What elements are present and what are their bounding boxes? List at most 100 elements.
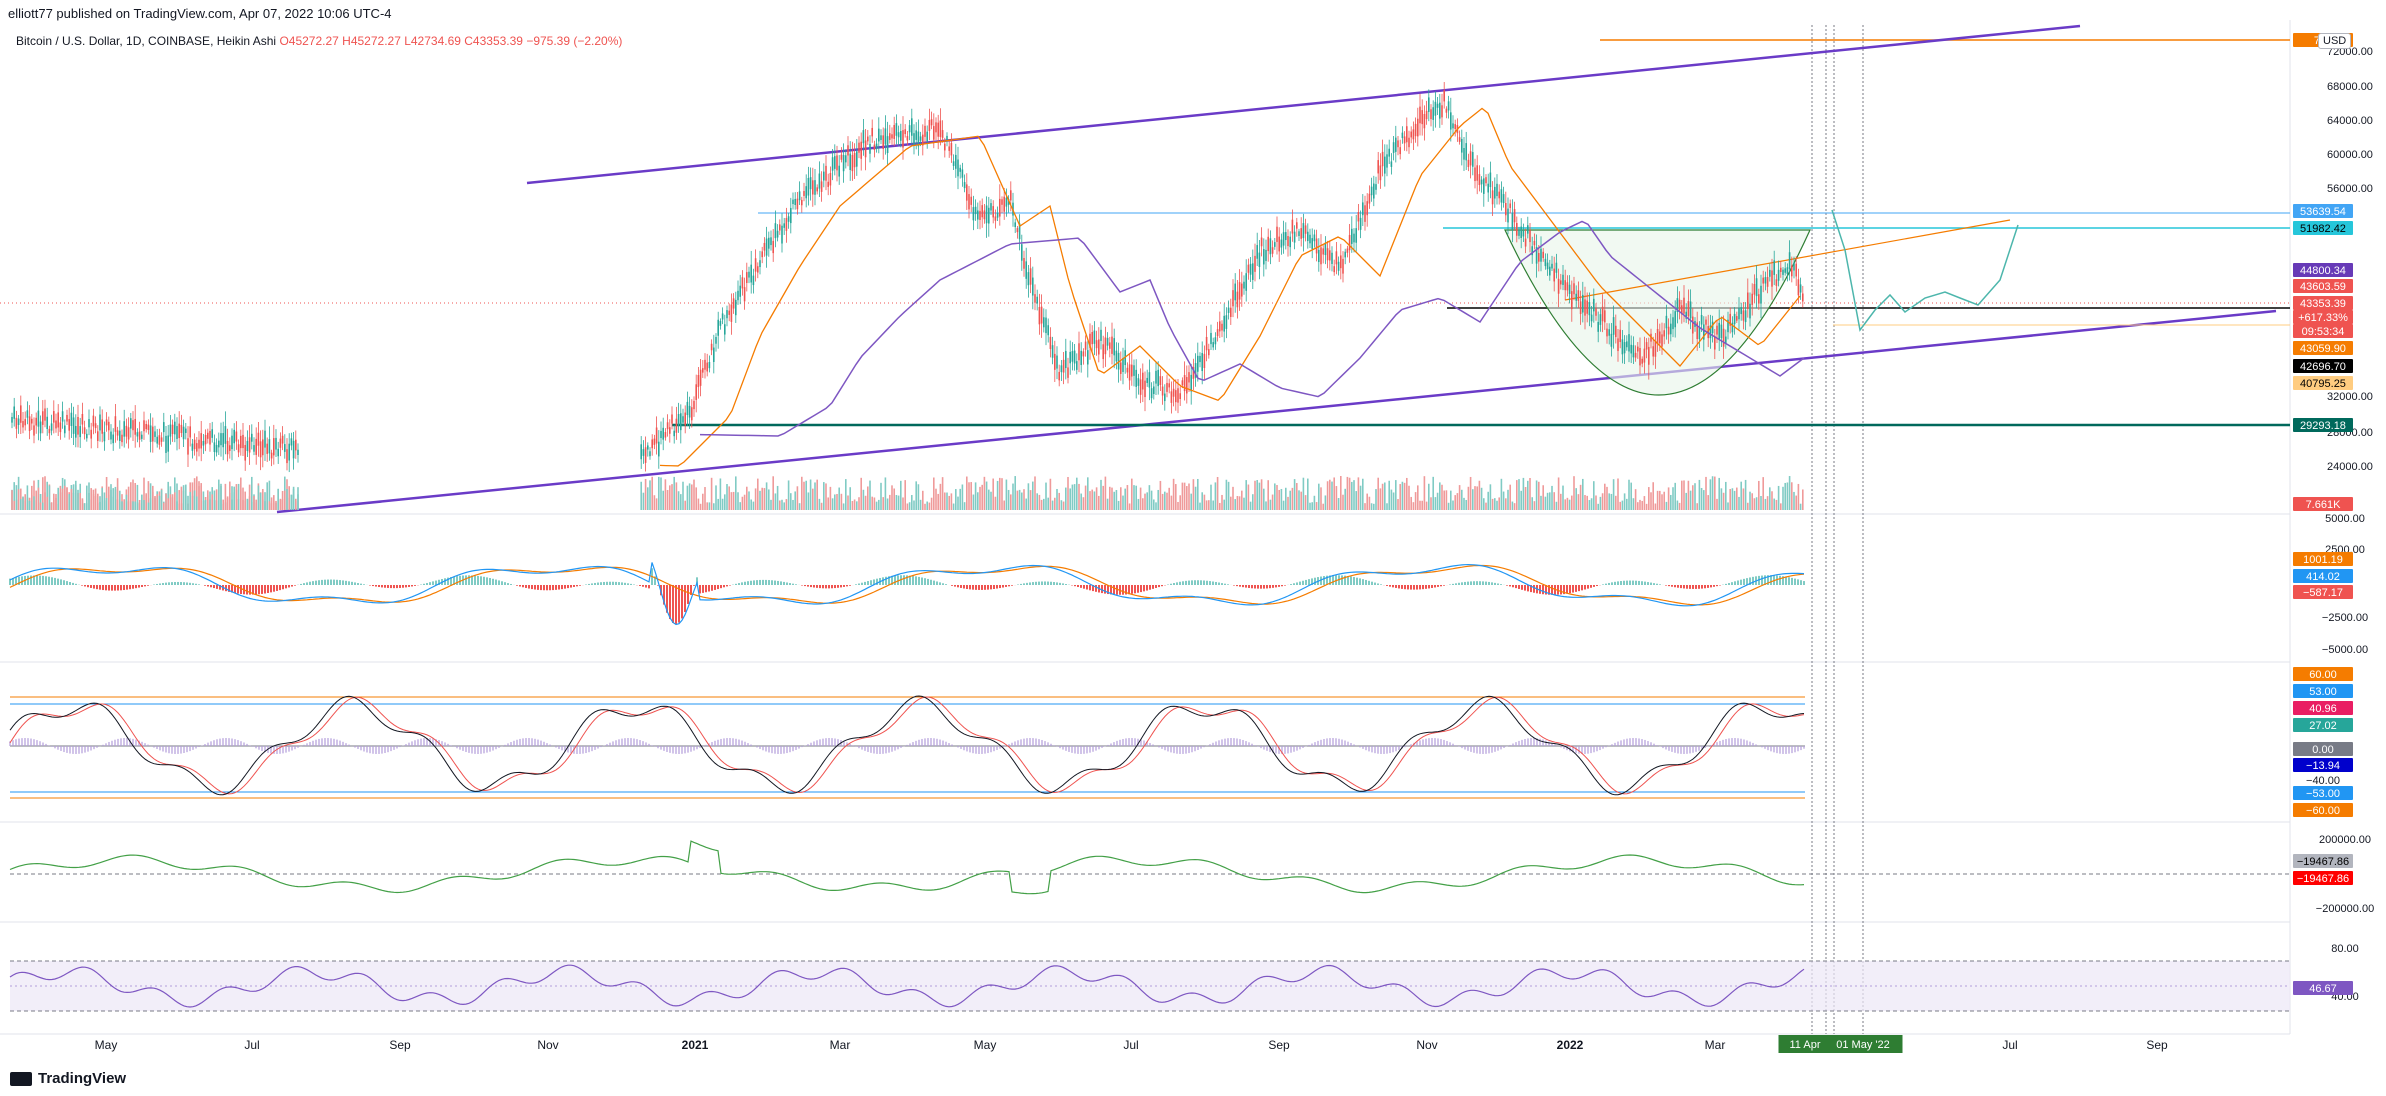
time-tick-label: Jul [1123, 1038, 1138, 1052]
macd-pane[interactable] [9, 562, 1805, 626]
price-badge [2293, 871, 2353, 885]
symbol-legend: Bitcoin / U.S. Dollar, 1D, COINBASE, Hei… [16, 34, 622, 48]
time-tick-label: Mar [1705, 1038, 1726, 1052]
candles-series[interactable] [11, 82, 1804, 473]
time-badge [1823, 1035, 1903, 1053]
price-badge [2293, 585, 2353, 599]
price-badge-label: 27.02 [2309, 720, 2337, 732]
price-badge [2293, 667, 2353, 681]
time-tick-label: Sep [1268, 1038, 1290, 1052]
time-tick-label: Sep [2146, 1038, 2168, 1052]
stoch-levels [10, 696, 1805, 799]
cup-pattern[interactable] [1504, 229, 1811, 396]
price-axis[interactable]: 72000.00 68000.00 64000.00 60000.00 56000.00… [2316, 46, 2374, 1003]
projection-path[interactable] [1831, 209, 2019, 332]
price-badge [2293, 854, 2353, 868]
price-badges: 73653639.5451982.4244800.3443603.5943353… [2293, 33, 2353, 995]
price-badge-label: −40.00 [2306, 775, 2340, 787]
trend-line-orange[interactable] [1564, 219, 2011, 301]
time-tick-label: 2021 [682, 1038, 709, 1052]
price-badge [2293, 773, 2353, 787]
price-badge-label: 40.96 [2309, 703, 2337, 715]
price-badge-label: −587.17 [2303, 587, 2343, 599]
rsi-tick-label: 80.00 [2331, 943, 2359, 955]
price-badge [2293, 803, 2353, 817]
price-tick-label: 60000.00 [2327, 149, 2373, 161]
price-badge [2293, 279, 2353, 293]
time-tick-label: 2022 [1557, 1038, 1584, 1052]
stoch-pane[interactable] [9, 695, 1805, 796]
price-badge-label: 40795.25 [2300, 378, 2346, 390]
price-badge-label: −13.94 [2306, 760, 2340, 772]
price-badge-label: −19467.86 [2297, 873, 2349, 885]
price-badge [2293, 742, 2353, 756]
obv-tick-label: 200000.00 [2319, 834, 2371, 846]
tradingview-footer[interactable]: TradingView [10, 1070, 126, 1087]
channel-lower-line[interactable] [276, 309, 2277, 514]
price-badge [2293, 263, 2353, 277]
obv-tick-label: −200000.00 [2316, 903, 2374, 915]
macd-tick-label: −5000.00 [2322, 644, 2368, 656]
price-badge-label: 43353.39 [2300, 298, 2346, 310]
price-badge-label: 60.00 [2309, 669, 2337, 681]
price-badge-label: 46.67 [2309, 983, 2337, 995]
price-badge [2293, 221, 2353, 235]
price-badge-label: −19467.86 [2297, 856, 2349, 868]
price-badge [2293, 204, 2353, 218]
time-tick-label: Jul [244, 1038, 259, 1052]
publisher-line: elliott77 published on TradingView.com, … [8, 6, 392, 21]
price-badge-label: 53.00 [2309, 686, 2337, 698]
time-tick-label: Sep [389, 1038, 411, 1052]
price-badge [2293, 981, 2353, 995]
price-badge [2293, 324, 2353, 338]
time-tick-label: Jul [2002, 1038, 2017, 1052]
time-axis[interactable]: May Jul Sep Nov 2021 Mar May Jul Sep Nov 2022 Mar 11… [95, 1035, 2168, 1053]
price-badge-label: 7.661K [2306, 499, 2342, 511]
ohlc-values: O45272.27 H45272.27 L42734.69 C43353.39 … [279, 34, 623, 48]
price-badge-label: 43603.59 [2300, 281, 2346, 293]
price-badge [2293, 758, 2353, 772]
price-badge-label: 09:53:34 [2302, 326, 2345, 338]
ma-purple-line[interactable] [699, 220, 1805, 437]
price-badge-label: +617.33% [2298, 312, 2348, 324]
ma-orange-line[interactable] [659, 107, 1801, 467]
time-badge-label: 11 Apr [1790, 1039, 1821, 1051]
tradingview-logo-icon [10, 1071, 32, 1086]
price-tick-label: 64000.00 [2327, 115, 2373, 127]
channel-upper-line[interactable] [526, 24, 2081, 185]
rsi-line[interactable] [9, 964, 1805, 1008]
symbol-title[interactable]: Bitcoin / U.S. Dollar, 1D, COINBASE, Hei… [16, 34, 277, 48]
date-markers [1811, 25, 1864, 1034]
volume-series [11, 476, 1804, 510]
price-badge-label: 51982.42 [2300, 223, 2346, 235]
macd-tick-label: 5000.00 [2325, 513, 2365, 525]
time-badge [1778, 1035, 1832, 1053]
price-badge [2293, 296, 2353, 310]
price-badge [2293, 310, 2353, 324]
obv-pane[interactable] [9, 840, 1805, 895]
brand-label: TradingView [38, 1070, 127, 1087]
price-badge [2293, 418, 2353, 432]
time-tick-label: Nov [537, 1038, 558, 1052]
price-badge [2293, 376, 2353, 390]
time-tick-label: May [974, 1038, 997, 1052]
price-tick-label: 72000.00 [2327, 46, 2373, 58]
price-badge [2293, 684, 2353, 698]
price-badge [2293, 359, 2353, 373]
price-badge-label: 44800.34 [2300, 265, 2346, 277]
time-tick-label: Nov [1416, 1038, 1437, 1052]
price-badge [2293, 701, 2353, 715]
price-badge [2293, 569, 2353, 583]
pane-separators [0, 20, 2291, 1035]
currency-button[interactable]: USD [2318, 33, 2352, 49]
price-badge [2293, 341, 2353, 355]
time-tick-label: Mar [830, 1038, 851, 1052]
price-badge [2293, 786, 2353, 800]
price-badge-label: −60.00 [2306, 805, 2340, 817]
price-badge-label: 29293.18 [2300, 420, 2346, 432]
price-badge [2293, 718, 2353, 732]
price-badge [2293, 552, 2353, 566]
price-badge-label: 42696.70 [2300, 361, 2346, 373]
price-badge-label: 53639.54 [2300, 206, 2346, 218]
